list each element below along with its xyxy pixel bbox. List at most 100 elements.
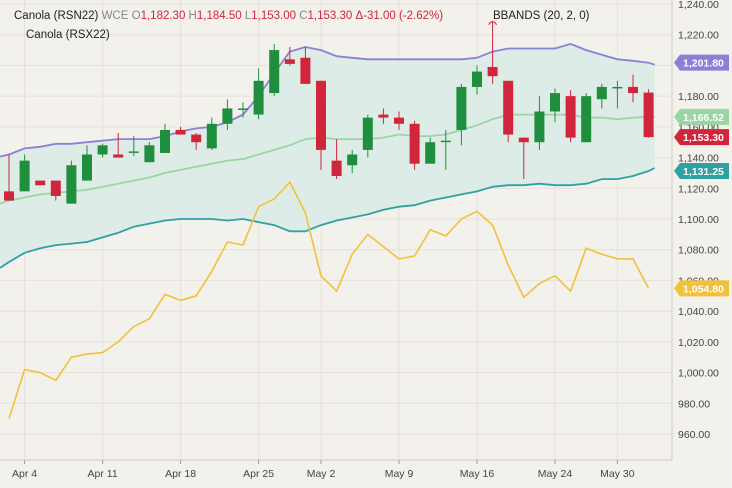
candle <box>394 111 404 130</box>
x-tick-label: Apr 11 <box>88 468 118 480</box>
comparison-series <box>8 180 650 419</box>
candle-body <box>472 71 482 87</box>
indicator-marker-cap <box>488 21 498 26</box>
candle-body <box>50 180 61 196</box>
high-value: 1,184.50 <box>196 10 242 22</box>
candle <box>160 123 170 153</box>
candle <box>238 102 248 118</box>
upper-band-price-tag: 1,201.80 <box>674 54 729 71</box>
candle <box>113 133 124 158</box>
middle-band-line <box>0 113 655 205</box>
x-tick-label: May 16 <box>460 468 495 480</box>
high-label: H <box>188 10 197 22</box>
y-tick-label: 1,100.00 <box>678 214 719 226</box>
candle-body <box>144 145 155 163</box>
price-tags: 1,201.80 1,166.52 1,153.30 1,131.25 1,054.80 <box>674 54 729 297</box>
price-tag-text: 1,201.80 <box>683 58 724 70</box>
price-tag-text: 1,153.30 <box>683 132 724 144</box>
candle <box>347 149 358 173</box>
comparison-price-tag: 1,054.80 <box>674 280 729 297</box>
y-axis: 960.00980.001,000.001,020.001,040.001,06… <box>671 0 719 460</box>
y-tick-label: 1,240.00 <box>678 0 719 11</box>
candle-body <box>440 140 451 143</box>
candle <box>362 114 373 158</box>
x-tick-label: May 9 <box>385 468 414 480</box>
candle <box>300 47 311 84</box>
candle-body <box>253 80 264 115</box>
candle <box>316 80 326 170</box>
candle <box>596 83 607 109</box>
close-value: 1,153.30 <box>307 10 353 22</box>
candle <box>284 47 295 66</box>
candle <box>97 143 108 158</box>
indicator-label[interactable]: BBANDS (20, 2, 0) <box>493 10 590 22</box>
price-tag-bg <box>674 108 729 125</box>
candle <box>518 137 529 180</box>
price-tag-bg <box>674 280 729 297</box>
candle <box>472 65 482 95</box>
comparison-label[interactable]: Canola (RSX22) <box>26 29 110 41</box>
candle <box>19 154 30 192</box>
candle <box>175 126 186 135</box>
open-value: 1,182.30 <box>140 10 186 22</box>
indicator-marker <box>488 20 498 35</box>
y-tick-label: 980.00 <box>678 398 710 410</box>
candle-body <box>456 86 467 130</box>
lower-band-line <box>0 167 656 269</box>
candle-body <box>128 151 139 153</box>
middle-band-price-tag: 1,166.52 <box>674 108 729 125</box>
candle <box>643 89 654 138</box>
y-tick-label: 1,080.00 <box>678 245 719 257</box>
candle-body <box>581 96 592 143</box>
candle-body <box>378 114 389 118</box>
open-label: O <box>131 10 141 22</box>
candle <box>425 137 436 164</box>
candle-body <box>550 93 560 112</box>
candle-body <box>300 57 311 84</box>
low-label: L <box>244 10 252 22</box>
candle <box>534 96 545 150</box>
change-value: Δ-31.00 (-2.62%) <box>355 10 444 22</box>
x-tick-label: Apr 4 <box>12 468 37 480</box>
candle-body <box>518 137 529 143</box>
comparison-legend[interactable]: Canola (RSX22) <box>26 29 110 41</box>
candle-body <box>425 142 436 164</box>
upper-band-line <box>0 42 655 158</box>
candle <box>66 160 77 204</box>
candle-body <box>222 108 233 124</box>
indicator-legend[interactable]: BBANDS (20, 2, 0) <box>493 10 590 22</box>
last-price-tag: 1,153.30 <box>674 129 729 146</box>
candle <box>550 88 560 123</box>
candle-body <box>596 86 607 100</box>
exchange-label: WCE <box>101 10 129 22</box>
candle-body <box>66 165 77 204</box>
candle-body <box>113 154 124 158</box>
x-axis: Apr 4 Apr 11 Apr 18 Apr 25 May 2 May 9 May 16 M… <box>0 459 672 480</box>
candle-body <box>362 117 373 150</box>
candle-body <box>487 66 498 77</box>
candle-body <box>175 129 186 135</box>
candle <box>612 80 623 109</box>
y-tick-label: 1,220.00 <box>678 30 719 42</box>
y-tick-label: 1,040.00 <box>678 306 719 318</box>
candle <box>50 180 61 201</box>
comparison-line <box>8 180 650 419</box>
price-tag-text: 1,054.80 <box>683 283 724 295</box>
candle <box>331 139 342 180</box>
candle <box>503 80 514 143</box>
low-value: 1,153.00 <box>251 10 296 22</box>
bollinger-band-lines <box>0 42 656 269</box>
candle <box>144 142 155 163</box>
candle <box>191 133 202 150</box>
candle <box>269 43 280 97</box>
candle-body <box>4 191 14 201</box>
candle-body <box>82 154 92 181</box>
x-tick-label: Apr 25 <box>243 468 274 480</box>
bollinger-band-fill <box>0 43 655 269</box>
x-tick-label: May 2 <box>307 468 336 480</box>
candle-body <box>97 145 108 155</box>
candle-body <box>206 123 217 149</box>
candle <box>253 68 264 120</box>
candle-body <box>565 96 576 138</box>
candle <box>628 74 638 103</box>
